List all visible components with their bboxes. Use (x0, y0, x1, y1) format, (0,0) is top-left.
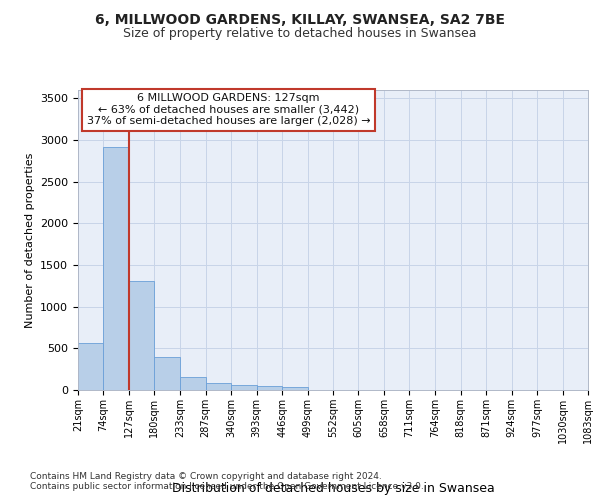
Bar (257, 386, 282, 390)
Text: Contains public sector information licensed under the Open Government Licence v3: Contains public sector information licen… (30, 482, 424, 491)
Text: Contains HM Land Registry data © Crown copyright and database right 2024.: Contains HM Land Registry data © Crown c… (30, 472, 382, 481)
X-axis label: Distribution of detached houses by size in Swansea: Distribution of detached houses by size … (172, 482, 494, 495)
Bar (180, 377, 206, 390)
Text: Size of property relative to detached houses in Swansea: Size of property relative to detached ho… (123, 28, 477, 40)
Bar (103, 146, 129, 390)
Bar (206, 384, 231, 390)
Text: 6, MILLWOOD GARDENS, KILLAY, SWANSEA, SA2 7BE: 6, MILLWOOD GARDENS, KILLAY, SWANSEA, SA… (95, 12, 505, 26)
Bar (154, 356, 180, 390)
Bar (129, 281, 154, 390)
Bar (231, 386, 257, 390)
Bar (282, 386, 308, 390)
Text: 6 MILLWOOD GARDENS: 127sqm
← 63% of detached houses are smaller (3,442)
37% of s: 6 MILLWOOD GARDENS: 127sqm ← 63% of deta… (86, 93, 370, 126)
Bar (78, 342, 103, 390)
Y-axis label: Number of detached properties: Number of detached properties (25, 152, 35, 328)
